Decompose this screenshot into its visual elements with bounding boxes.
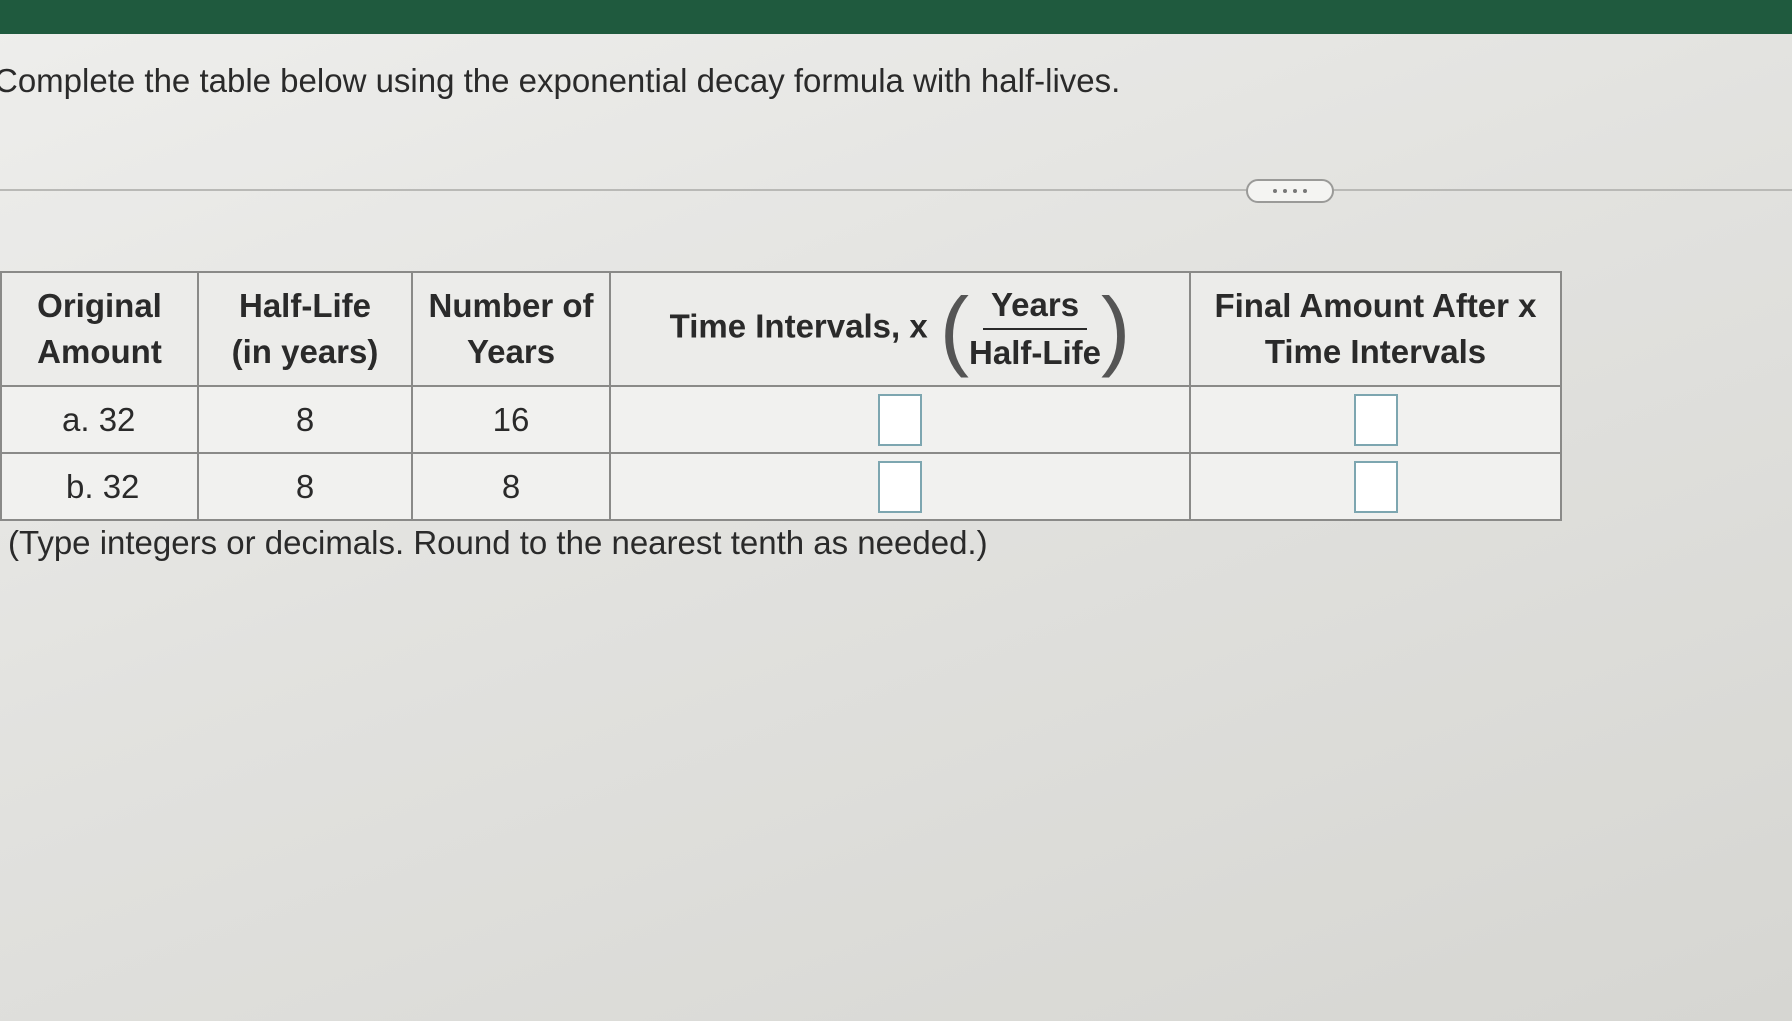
header-row: Original Amount Half-Life (in years) Number … (0, 271, 1562, 387)
table-cell: 8 (197, 452, 413, 521)
note: (Type integers or decimals. Round to the… (8, 524, 988, 561)
header-line: Time Intervals (1264, 333, 1487, 370)
table-cell: 8 (197, 385, 413, 454)
header-label: Time Intervals, x (669, 307, 928, 345)
numerator: Years (982, 282, 1088, 330)
answer-cell (609, 452, 1191, 521)
paren: ) (1101, 279, 1131, 378)
denominator: Half-Life (969, 334, 1102, 371)
header-cell: Original Amount (0, 271, 199, 387)
table-row: a. 32 8 16 (0, 385, 1562, 454)
divider (0, 189, 1792, 191)
header-cell: Time Intervals, x (Years Half-Life) (609, 271, 1191, 387)
instruction: Complete the table below using the expon… (0, 62, 1121, 99)
top-bar (0, 0, 1792, 34)
answer-cell (609, 385, 1191, 454)
answer-input[interactable] (878, 460, 922, 513)
header-line: Half-Life (239, 287, 371, 324)
answer-cell (1189, 385, 1562, 454)
table-cell: b. 32 (0, 452, 199, 521)
answer-input[interactable] (878, 393, 922, 446)
fraction-body: Years Half-Life (969, 282, 1101, 376)
header-cell: Number of Years (411, 271, 611, 387)
header-line: Final Amount After x (1214, 287, 1537, 324)
header-line: Years (466, 333, 556, 370)
data-table: Original Amount Half-Life (in years) Number … (0, 271, 1562, 521)
answer-input[interactable] (1353, 460, 1398, 513)
header-line: Number of (428, 287, 594, 324)
table-row: b. 32 8 8 (0, 452, 1562, 521)
fraction: (Years Half-Life) (940, 282, 1131, 376)
header-line: (in years) (231, 333, 379, 370)
header-cell: Final Amount After x Time Intervals (1189, 271, 1562, 387)
header-cell: Half-Life (in years) (197, 271, 413, 387)
header-line: Amount (37, 333, 162, 370)
paren: ( (939, 279, 970, 378)
answer-input[interactable] (1353, 393, 1398, 446)
table-cell: 8 (411, 452, 611, 521)
header-line: Original (37, 287, 162, 324)
more-button[interactable] (1246, 179, 1334, 203)
answer-cell (1189, 452, 1562, 521)
table-cell: a. 32 (0, 385, 199, 454)
table-cell: 16 (411, 385, 611, 454)
